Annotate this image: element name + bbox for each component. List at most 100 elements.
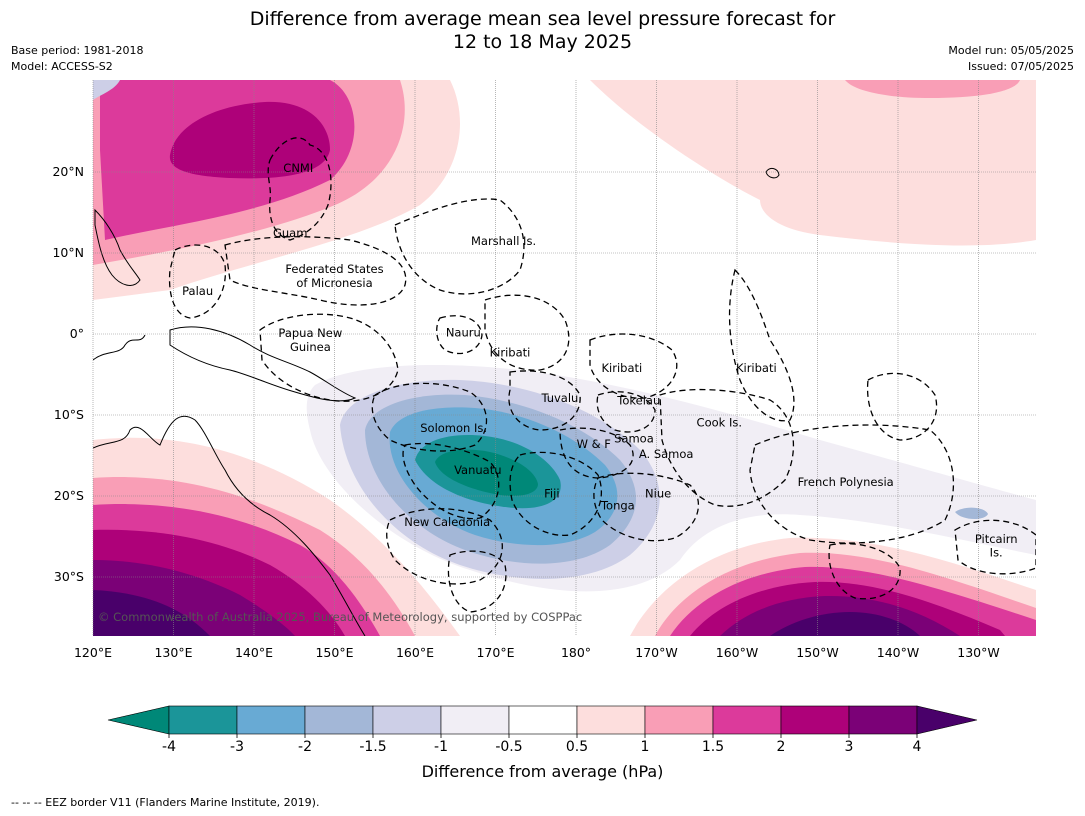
latitude-tick: 20°S <box>54 488 84 503</box>
eez-pitcairn <box>954 519 1036 575</box>
new-guinea-coastline <box>169 326 357 402</box>
colorbar-tick-label: 1.5 <box>702 739 724 755</box>
longitude-tick: 170°W <box>635 645 677 660</box>
longitude-tick-labels: 120°E 130°E 140°E 150°E 160°E 170°E 180° 170°W 1… <box>74 645 1000 660</box>
place-label: New Caledonia <box>404 515 490 529</box>
model-run: Model run: 05/05/2025 <box>948 44 1074 57</box>
longitude-tick: 140°E <box>235 645 273 660</box>
place-label: CNMI <box>283 161 313 175</box>
issued-date: Issued: 07/05/2025 <box>967 60 1074 73</box>
place-label: of Micronesia <box>296 276 372 290</box>
colorbar-tick-label: -4 <box>162 739 176 755</box>
longitude-tick: 150°W <box>796 645 838 660</box>
colorbar: -4 -3 -2 -1.5 -1 -0.5 0.5 1 1.5 2 3 4 <box>107 705 978 755</box>
model-name: Model: ACCESS-S2 <box>11 60 113 73</box>
colorbar-tick-label: 0.5 <box>566 739 588 755</box>
longitude-tick: 160°W <box>716 645 758 660</box>
longitude-tick: 180° <box>561 645 591 660</box>
colorbar-segment <box>712 705 782 735</box>
colorbar-tick-label: 3 <box>845 739 854 755</box>
longitude-tick: 160°E <box>396 645 434 660</box>
longitude-tick: 120°E <box>74 645 112 660</box>
eez-kiribati-phoenix <box>589 333 678 399</box>
eez-borders <box>168 137 1036 613</box>
place-label: Palau <box>182 284 213 298</box>
place-label: Papua New <box>278 326 342 340</box>
place-label: Federated States <box>285 262 383 276</box>
place-label: Tuvalu <box>540 391 578 405</box>
place-label: Samoa <box>614 431 654 445</box>
place-label: Nauru <box>446 325 481 339</box>
colorbar-segment <box>168 705 238 735</box>
title-line-1: Difference from average mean sea level p… <box>249 8 836 30</box>
eez-tuvalu <box>508 370 581 431</box>
place-label: Guinea <box>290 340 331 354</box>
map-title: Difference from average mean sea level p… <box>0 8 1085 54</box>
eez-kermadec <box>447 550 507 613</box>
eez-cook <box>659 388 795 507</box>
colorbar-segment <box>304 705 374 735</box>
place-label: W & F <box>577 437 611 451</box>
colorbar-segment <box>508 705 578 735</box>
eez-cnmi-guam <box>267 137 332 241</box>
philippines-coastline <box>94 208 141 286</box>
place-label: Solomon Is. <box>420 421 487 435</box>
place-label: Niue <box>645 487 671 501</box>
eez-legend-note: -- -- -- EEZ border V11 (Flanders Marine… <box>11 796 320 809</box>
meta-left: Base period: 1981-2018 Model: ACCESS-S2 <box>11 43 143 75</box>
longitude-tick: 170°E <box>476 645 514 660</box>
colorbar-segment <box>644 705 714 735</box>
colorbar-segment <box>372 705 442 735</box>
place-label: A. Samoa <box>639 447 694 461</box>
colorbar-tick-label: -1.5 <box>359 739 386 755</box>
hawaii-coastline <box>765 167 780 179</box>
place-label: Fiji <box>544 487 559 501</box>
contour-e-neg-1 <box>955 507 988 520</box>
place-label: Cook Is. <box>697 415 742 429</box>
longitude-tick: 130°E <box>154 645 192 660</box>
contour-sw-4 <box>93 590 210 636</box>
place-label: French Polynesia <box>798 475 894 489</box>
australia-coastline <box>93 415 366 636</box>
contour-nw-neg <box>93 80 120 100</box>
place-label: Guam <box>273 226 307 240</box>
place-label: Kiribati <box>736 361 777 375</box>
colorbar-tick-label: 1 <box>641 739 650 755</box>
latitude-tick: 10°S <box>54 407 84 422</box>
place-label: Tokelau <box>616 393 660 407</box>
eez-samoa-wf <box>559 427 634 479</box>
colorbar-segment <box>848 705 918 735</box>
latitude-tick: 0° <box>70 326 84 341</box>
longitude-tick: 140°W <box>877 645 919 660</box>
place-label: Kiribati <box>490 346 531 360</box>
colorbar-segment <box>236 705 306 735</box>
colorbar-segment <box>440 705 510 735</box>
colorbar-segment <box>576 705 646 735</box>
new-zealand-coastline <box>93 334 146 361</box>
colorbar-tick-label: -1 <box>434 739 448 755</box>
colorbar-segment <box>780 705 850 735</box>
contour-c-neg-4 <box>435 449 538 496</box>
eez-nauru <box>436 315 483 355</box>
colorbar-tick-label: 2 <box>777 739 786 755</box>
eez-solomon <box>371 382 488 452</box>
title-line-2: 12 to 18 May 2025 <box>452 31 633 53</box>
eez-kiribati-line <box>728 268 795 422</box>
colorbar-extend-low <box>107 705 170 735</box>
longitude-tick: 150°E <box>315 645 353 660</box>
eez-kiribati-gilbert <box>484 294 570 371</box>
contour-ne-0.5 <box>590 80 1036 246</box>
latitude-tick: 10°N <box>52 245 84 260</box>
colorbar-extend-high <box>916 705 978 735</box>
eez-vanuatu <box>402 442 500 520</box>
colorbar-tick-label: 4 <box>913 739 922 755</box>
colorbar-label: Difference from average (hPa) <box>421 762 664 781</box>
place-label: Is. <box>990 546 1003 560</box>
place-label: Tonga <box>600 499 635 513</box>
place-label: Vanuatu <box>454 463 501 477</box>
eez-fiji <box>509 451 602 536</box>
copyright-credit: © Commonwealth of Australia 2025, Bureau… <box>98 610 582 624</box>
eez-fsm <box>224 236 407 306</box>
colorbar-tick-label: -0.5 <box>495 739 522 755</box>
